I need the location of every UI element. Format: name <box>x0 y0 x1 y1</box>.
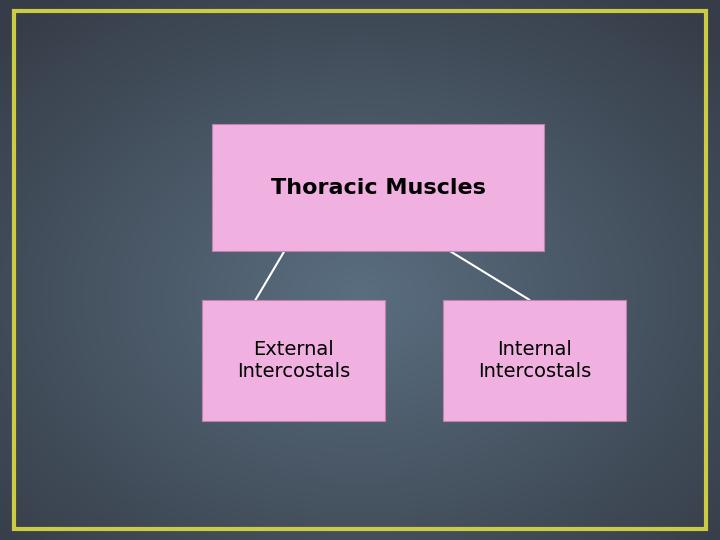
FancyBboxPatch shape <box>212 124 544 251</box>
Text: Internal
Intercostals: Internal Intercostals <box>478 340 591 381</box>
Text: Thoracic Muscles: Thoracic Muscles <box>271 178 485 198</box>
Text: External
Intercostals: External Intercostals <box>237 340 350 381</box>
FancyBboxPatch shape <box>443 300 626 421</box>
FancyBboxPatch shape <box>202 300 385 421</box>
